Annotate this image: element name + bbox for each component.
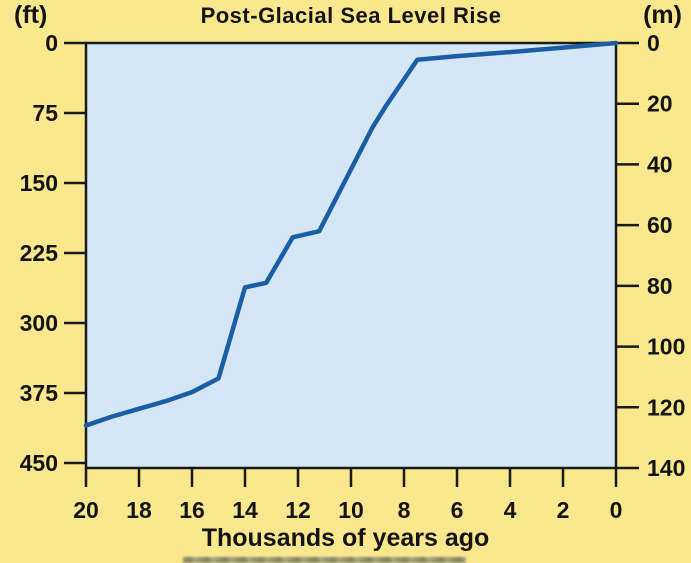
left-tick-label: 150 bbox=[20, 170, 58, 196]
x-tick-label: 14 bbox=[232, 497, 258, 523]
right-axis-unit-label: (m) bbox=[643, 1, 682, 29]
left-tick-label: 300 bbox=[20, 310, 58, 336]
right-tick-label: 100 bbox=[647, 334, 685, 360]
right-tick-label: 40 bbox=[647, 151, 673, 177]
x-tick-label: 0 bbox=[610, 497, 623, 523]
left-tick-label: 75 bbox=[32, 100, 58, 126]
left-tick-label: 450 bbox=[20, 450, 58, 476]
right-tick-label: 0 bbox=[647, 30, 660, 56]
sea-level-curve bbox=[83, 40, 619, 428]
x-tick-label: 12 bbox=[285, 497, 311, 523]
x-tick-label: 20 bbox=[73, 497, 99, 523]
left-tick-label: 225 bbox=[20, 240, 59, 266]
right-tick-label: 80 bbox=[647, 273, 673, 299]
cropped-text-artifact bbox=[183, 557, 466, 563]
chart-title: Post-Glacial Sea Level Rise bbox=[200, 3, 502, 28]
x-tick-label: 10 bbox=[338, 497, 364, 523]
right-tick-label: 120 bbox=[647, 394, 685, 420]
x-tick-label: 16 bbox=[179, 497, 205, 523]
x-tick-label: 8 bbox=[398, 497, 411, 523]
left-tick-label: 375 bbox=[20, 380, 59, 406]
x-tick-label: 2 bbox=[557, 497, 570, 523]
axis-ticks: 20 18 16 14 12 10 8 6 4 2 007515022530037545002040… bbox=[20, 30, 686, 523]
x-tick-label: 18 bbox=[126, 497, 152, 523]
x-tick-label: 6 bbox=[451, 497, 464, 523]
left-axis-unit-label: (ft) bbox=[14, 1, 48, 29]
x-axis-title: Thousands of years ago bbox=[201, 524, 490, 552]
right-tick-label: 140 bbox=[647, 455, 685, 481]
plot-background bbox=[84, 41, 618, 470]
right-tick-label: 20 bbox=[647, 91, 673, 117]
left-tick-label: 0 bbox=[45, 30, 58, 56]
right-tick-label: 60 bbox=[647, 212, 673, 238]
x-tick-label: 4 bbox=[504, 497, 517, 523]
